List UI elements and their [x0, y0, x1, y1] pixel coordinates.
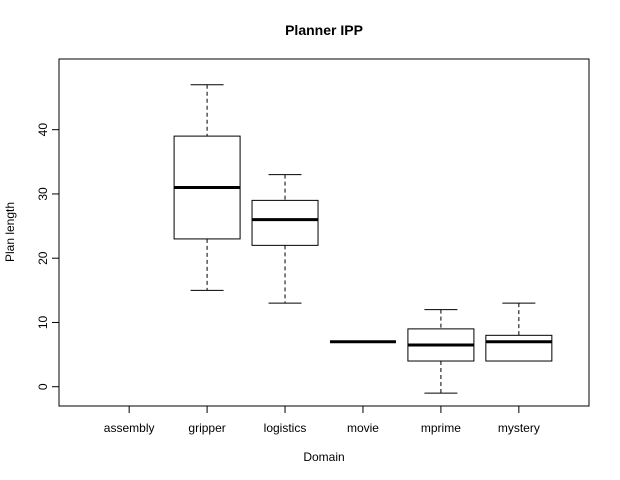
x-tick-label: mystery [498, 421, 540, 435]
y-tick-label: 30 [36, 187, 50, 201]
box-group [173, 84, 553, 394]
y-tick-label: 40 [36, 123, 50, 137]
x-tick-label: movie [347, 421, 379, 435]
box-mprime [407, 309, 475, 394]
box-body [485, 334, 553, 362]
chart-title: Planner IPP [285, 22, 363, 38]
x-axis-label: Domain [303, 450, 344, 464]
box-logistics [251, 174, 319, 304]
box-mystery [485, 302, 553, 362]
box-gripper [173, 84, 241, 291]
x-tick-label: logistics [264, 421, 307, 435]
y-tick-label: 0 [36, 383, 50, 390]
x-tick-label: gripper [188, 421, 225, 435]
x-axis: assembly gripper logistics movie mprime myste… [104, 405, 540, 435]
y-axis: 0 10 20 30 40 [36, 123, 60, 390]
x-tick-label: mprime [421, 421, 461, 435]
y-tick-label: 20 [36, 251, 50, 265]
y-tick-label: 10 [36, 315, 50, 329]
x-tick-label: assembly [104, 421, 155, 435]
box-body [251, 199, 319, 246]
y-axis-label: Plan length [3, 202, 17, 262]
